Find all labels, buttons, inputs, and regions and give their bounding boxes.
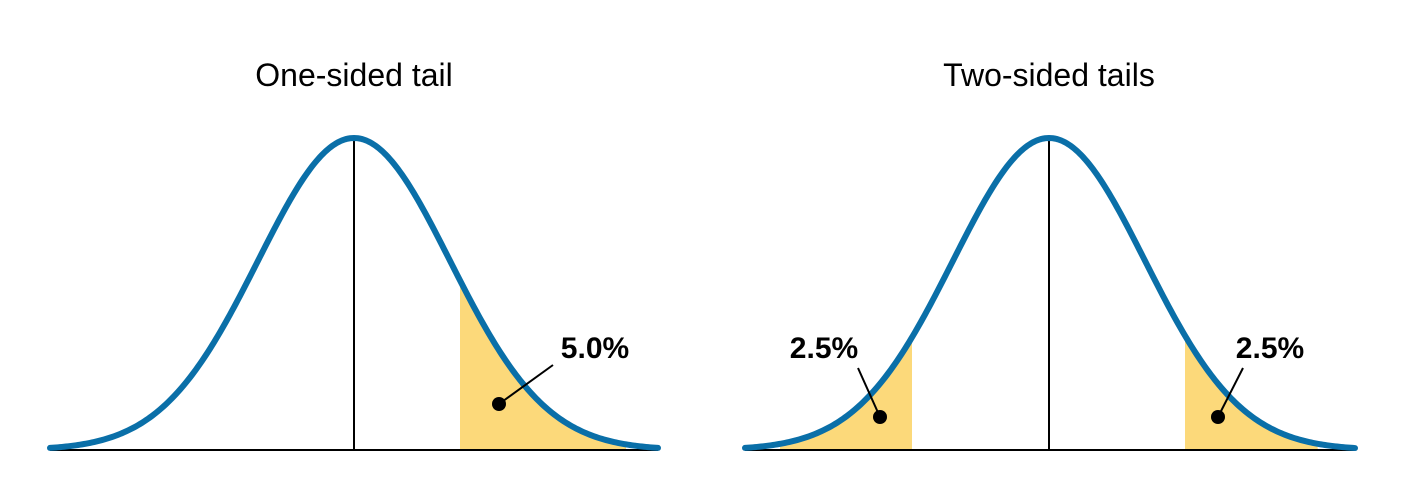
callout-dot	[1211, 410, 1225, 424]
tail-label: 2.5%	[1236, 332, 1304, 365]
tail-label: 2.5%	[790, 332, 858, 365]
panel-title: One-sided tail	[255, 57, 452, 93]
panel-one-sided	[47, 134, 661, 451]
callout-dot	[492, 397, 506, 411]
panel-title: Two-sided tails	[943, 57, 1155, 93]
callout-line	[1217, 367, 1244, 418]
normal-curve	[47, 134, 661, 451]
tail-label: 5.0%	[561, 332, 629, 365]
callout-line	[498, 364, 554, 405]
callout-dot	[873, 410, 887, 424]
normal-curve	[742, 134, 1358, 452]
tail-area	[460, 280, 626, 450]
callout-line	[857, 367, 881, 418]
panel-two-sided	[742, 134, 1358, 452]
